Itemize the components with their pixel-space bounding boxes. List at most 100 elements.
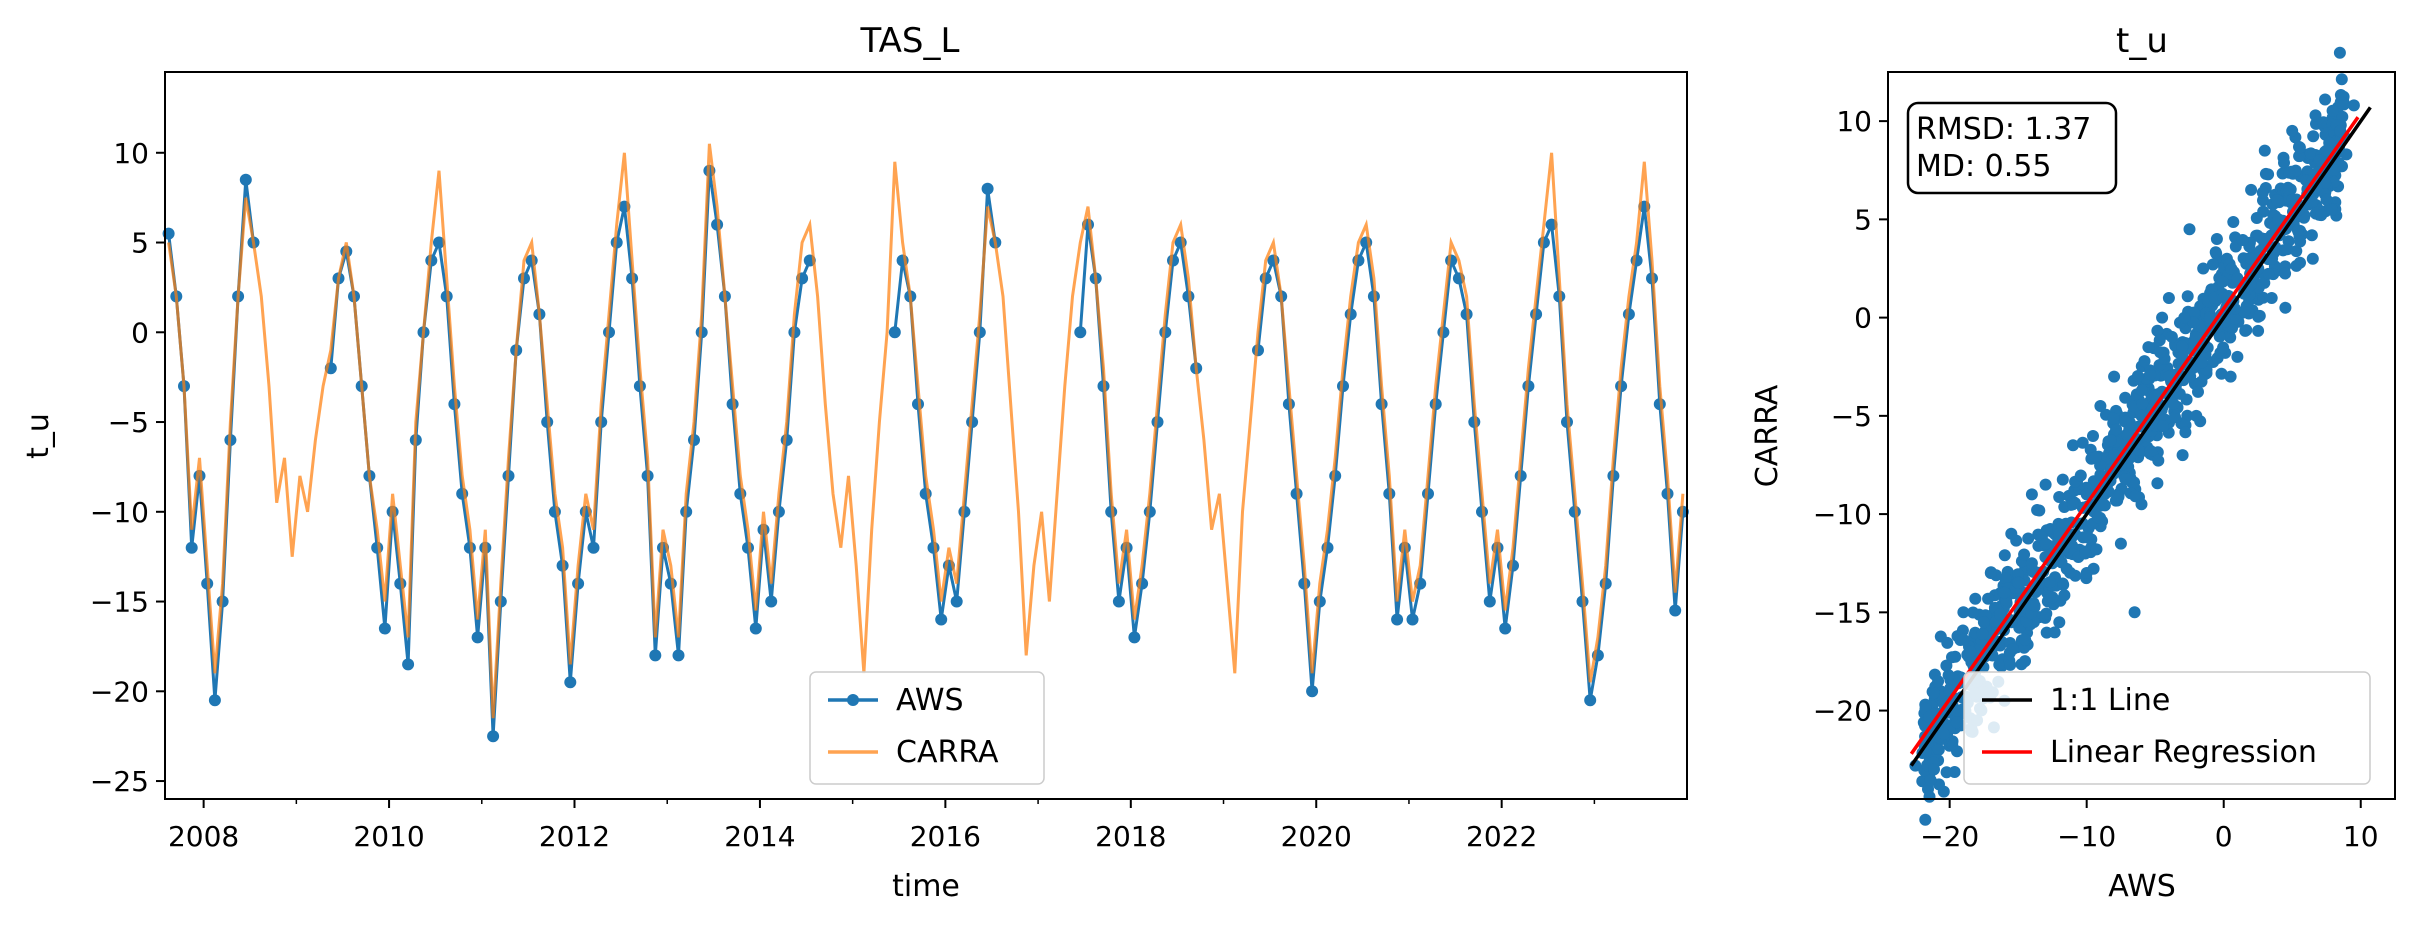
aws-point <box>402 658 415 671</box>
scatter-point <box>2337 98 2350 111</box>
scatter-point <box>2294 256 2306 269</box>
scatter-point <box>2245 183 2258 196</box>
scatter-point <box>2098 498 2110 511</box>
timeseries-axes-frame <box>164 71 1688 800</box>
scatter-point <box>2217 292 2230 304</box>
aws-point <box>433 236 445 249</box>
aws-point <box>1306 685 1319 698</box>
x-tick-label: 2018 <box>1095 820 1166 853</box>
scatter-point <box>2138 355 2151 368</box>
scatter-point <box>2326 203 2338 216</box>
scatter-point <box>1977 616 1990 629</box>
scatter-point <box>2136 384 2148 397</box>
scatter-point <box>2278 156 2290 169</box>
scatter-point <box>2306 196 2319 208</box>
aws-point <box>950 595 963 608</box>
scatter-point <box>2044 576 2056 589</box>
carra-series-line <box>167 143 1685 719</box>
scatter-point <box>1982 592 1995 605</box>
y-tick-label: −15 <box>1813 596 1872 629</box>
scatter-point <box>2256 186 2269 199</box>
scatter-point <box>2293 150 2306 163</box>
aws-point <box>1128 631 1141 644</box>
aws-point <box>378 622 391 635</box>
scatter-point <box>2033 504 2046 517</box>
aws-point <box>1483 595 1496 608</box>
aws-point <box>649 649 662 662</box>
scatter-point <box>1957 606 1970 619</box>
scatter-point <box>2290 245 2303 258</box>
aws-point <box>672 649 685 662</box>
scatter-point <box>2025 557 2038 570</box>
scatter-point <box>2136 397 2149 410</box>
scatter-point <box>2110 423 2123 436</box>
scatter-point <box>1984 567 1997 579</box>
scatter-point <box>2231 272 2244 285</box>
aws-point <box>564 676 577 689</box>
stats-md: MD: 0.55 <box>1916 149 2051 184</box>
scatter-point <box>2018 548 2031 561</box>
scatter-point <box>2293 141 2306 154</box>
scatter-point <box>2053 616 2066 629</box>
x-tick-label: 2014 <box>724 820 795 853</box>
x-tick-label: 2008 <box>168 820 239 853</box>
scatter-point <box>2197 262 2210 275</box>
x-tick-label: 10 <box>2343 820 2379 853</box>
scatter-point <box>1998 586 2011 599</box>
scatter-point <box>2192 385 2204 398</box>
scatter-point <box>2262 168 2275 181</box>
aws-point <box>1499 622 1512 635</box>
aws-point <box>1391 613 1404 626</box>
scatter-point <box>1937 727 1950 740</box>
y-tick-label: −15 <box>90 586 149 619</box>
aws-point <box>1669 604 1682 617</box>
scatter-point <box>2135 498 2148 511</box>
scatter-point <box>2144 368 2157 381</box>
scatter-point <box>2190 409 2203 422</box>
x-tick-label: −20 <box>1920 820 1979 853</box>
scatter-point <box>2291 224 2304 237</box>
scatter-point <box>2204 311 2216 324</box>
scatter-point <box>1940 766 1953 779</box>
scatter-point <box>2074 469 2087 482</box>
aws-point <box>981 182 994 195</box>
scatter-point <box>1928 763 1940 776</box>
scatter-point <box>2028 599 2041 612</box>
scatter-point <box>2019 633 2032 646</box>
scatter-point <box>2089 451 2102 464</box>
scatter-point <box>2320 193 2333 206</box>
scatter-point <box>2108 370 2121 383</box>
y-tick-label: −10 <box>90 496 149 529</box>
legend-carra-label: CARRA <box>896 735 999 770</box>
scatter-legend-box <box>1963 671 2371 785</box>
x-tick-label: 0 <box>2215 820 2233 853</box>
scatter-axes-frame <box>1887 71 2396 800</box>
scatter-point <box>2184 370 2197 383</box>
scatter-point <box>1976 628 1989 640</box>
aws-markers <box>162 164 1689 743</box>
scatter-point <box>2007 643 2019 655</box>
scatter-title: t_u <box>2116 21 2168 61</box>
scatter-point <box>2091 511 2104 524</box>
scatter-point <box>2162 292 2175 304</box>
aws-point <box>1406 613 1419 626</box>
scatter-point <box>2039 537 2052 550</box>
scatter-plot-area <box>1909 46 2372 826</box>
timeseries-panel: TAS_L 2008 2010 2012 2014 2016 2018 2020 2022 1… <box>21 21 1689 904</box>
scatter-point <box>2176 449 2189 462</box>
scatter-point <box>2334 89 2347 101</box>
scatter-point <box>2326 104 2339 117</box>
scatter-point <box>2215 367 2228 380</box>
scatter-point <box>2040 607 2053 620</box>
scatter-point <box>2333 46 2346 59</box>
scatter-point <box>2079 547 2092 560</box>
scatter-point <box>2058 589 2071 602</box>
x-tick-label: 2012 <box>539 820 610 853</box>
scatter-point <box>2107 412 2120 425</box>
scatter-point <box>2286 193 2299 206</box>
scatter-x-ticks: −20 −10 0 10 <box>1920 799 2379 853</box>
one-to-one-line <box>1909 106 2372 767</box>
scatter-point <box>1957 633 1970 646</box>
legend-one-to-one-label: 1:1 Line <box>2050 683 2170 718</box>
scatter-point <box>1999 572 2012 585</box>
